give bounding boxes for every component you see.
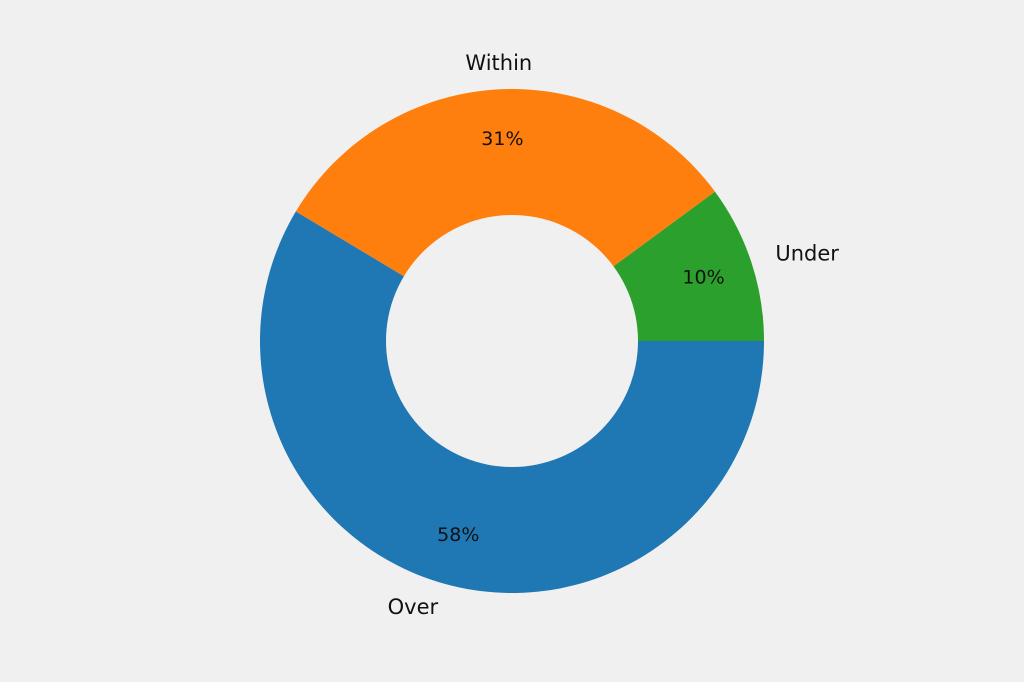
donut-hole [386, 215, 638, 467]
percent-label-under: 10% [682, 267, 724, 289]
slice-label-within: Within [465, 51, 532, 75]
percent-label-over: 58% [437, 524, 479, 546]
labels-layer: Under 10% Within 31% Over 58% [388, 51, 840, 619]
slice-label-over: Over [388, 595, 439, 619]
percent-label-within: 31% [481, 128, 523, 150]
slice-label-under: Under [775, 242, 839, 266]
slice-within [295, 89, 715, 341]
